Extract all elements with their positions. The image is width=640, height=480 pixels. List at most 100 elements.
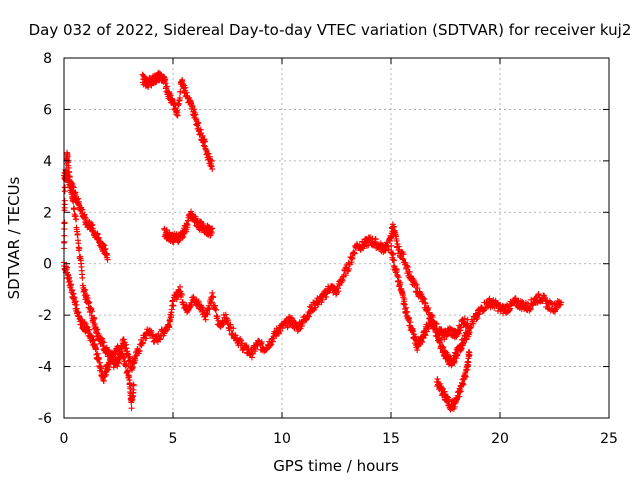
- data-point: [178, 291, 185, 298]
- data-point: [410, 328, 417, 335]
- series-arc-1-mid: [161, 208, 216, 246]
- data-point: [454, 331, 461, 338]
- data-point: [95, 330, 102, 337]
- axis-ticks: 0 5 10 15 20 25 -6 -4 -2 0 2 4 6 8: [38, 51, 618, 447]
- data-point: [351, 250, 358, 257]
- data-point: [64, 153, 71, 160]
- data-point: [61, 197, 68, 204]
- data-point: [456, 393, 463, 400]
- y-axis-label: SDTVAR / TECUs: [5, 176, 23, 299]
- data-point: [100, 339, 107, 346]
- data-point: [306, 310, 313, 317]
- data-point: [102, 245, 109, 252]
- y-tick-label: 2: [43, 205, 52, 221]
- data-point: [64, 171, 71, 178]
- y-tick-label: 8: [43, 51, 52, 67]
- data-point: [413, 281, 420, 288]
- data-point: [84, 292, 91, 299]
- data-point: [171, 99, 178, 106]
- series-lower-branch: [61, 259, 137, 412]
- data-point: [86, 299, 93, 306]
- data-point: [372, 235, 379, 242]
- data-point: [345, 259, 352, 266]
- data-point: [82, 286, 89, 293]
- x-tick-label: 25: [600, 431, 618, 447]
- x-tick-label: 15: [382, 431, 400, 447]
- y-tick-label: -2: [38, 308, 52, 324]
- data-point: [400, 256, 407, 263]
- data-point: [434, 332, 441, 339]
- data-point: [179, 78, 186, 85]
- data-point: [558, 299, 565, 306]
- data-point: [117, 346, 124, 353]
- data-point: [167, 318, 174, 325]
- data-point: [335, 288, 342, 295]
- data-point: [397, 279, 404, 286]
- data-point: [454, 352, 461, 359]
- series-arc-1-high: [139, 69, 216, 173]
- data-point: [101, 242, 108, 249]
- data-point: [202, 316, 209, 323]
- data-point: [393, 237, 400, 244]
- data-point: [176, 94, 183, 101]
- data-point: [208, 299, 215, 306]
- data-point: [455, 330, 462, 337]
- x-tick-label: 20: [491, 431, 509, 447]
- data-point: [174, 112, 181, 119]
- data-point: [104, 256, 111, 263]
- data-point: [363, 242, 370, 249]
- data-point: [94, 326, 101, 333]
- data-point: [230, 325, 237, 332]
- data-point: [128, 405, 135, 412]
- data-point: [422, 300, 429, 307]
- data-point: [124, 367, 131, 374]
- data-point: [74, 231, 81, 238]
- data-point: [72, 298, 79, 305]
- data-point: [95, 355, 102, 362]
- data-point: [388, 242, 395, 249]
- data-point: [198, 303, 205, 310]
- data-point: [130, 382, 137, 389]
- series-upper-branch: [61, 169, 111, 263]
- x-tick-label: 0: [60, 431, 69, 447]
- data-point: [461, 315, 468, 322]
- data-point: [122, 353, 129, 360]
- data-point: [100, 377, 107, 384]
- data-point: [453, 355, 460, 362]
- data-point: [269, 338, 276, 345]
- data-point: [91, 321, 98, 328]
- data-point: [535, 291, 542, 298]
- data-point: [289, 315, 296, 322]
- data-point: [130, 364, 137, 371]
- data-point: [166, 323, 173, 330]
- data-point: [103, 371, 110, 378]
- data-point: [72, 189, 79, 196]
- data-point: [548, 300, 555, 307]
- data-point: [414, 285, 421, 292]
- data-point: [406, 268, 413, 275]
- y-tick-label: 4: [43, 154, 52, 170]
- x-axis-label: GPS time / hours: [273, 457, 399, 475]
- data-point: [93, 346, 100, 353]
- data-point: [212, 306, 219, 313]
- y-tick-label: -4: [38, 360, 52, 376]
- data-point: [399, 255, 406, 262]
- data-point: [143, 335, 150, 342]
- data-point: [195, 119, 202, 126]
- data-point: [214, 313, 221, 320]
- data-point: [68, 281, 75, 288]
- data-point: [75, 195, 82, 202]
- plot-frame: [63, 57, 610, 419]
- data-point: [466, 351, 473, 358]
- data-point: [404, 263, 411, 270]
- data-point: [421, 296, 428, 303]
- data-point: [474, 315, 481, 321]
- data-point: [458, 324, 465, 331]
- data-point: [441, 388, 448, 395]
- data-point: [182, 84, 189, 91]
- data-point: [129, 365, 136, 372]
- data-point: [167, 92, 174, 99]
- data-point: [96, 359, 103, 366]
- data-point: [205, 150, 212, 157]
